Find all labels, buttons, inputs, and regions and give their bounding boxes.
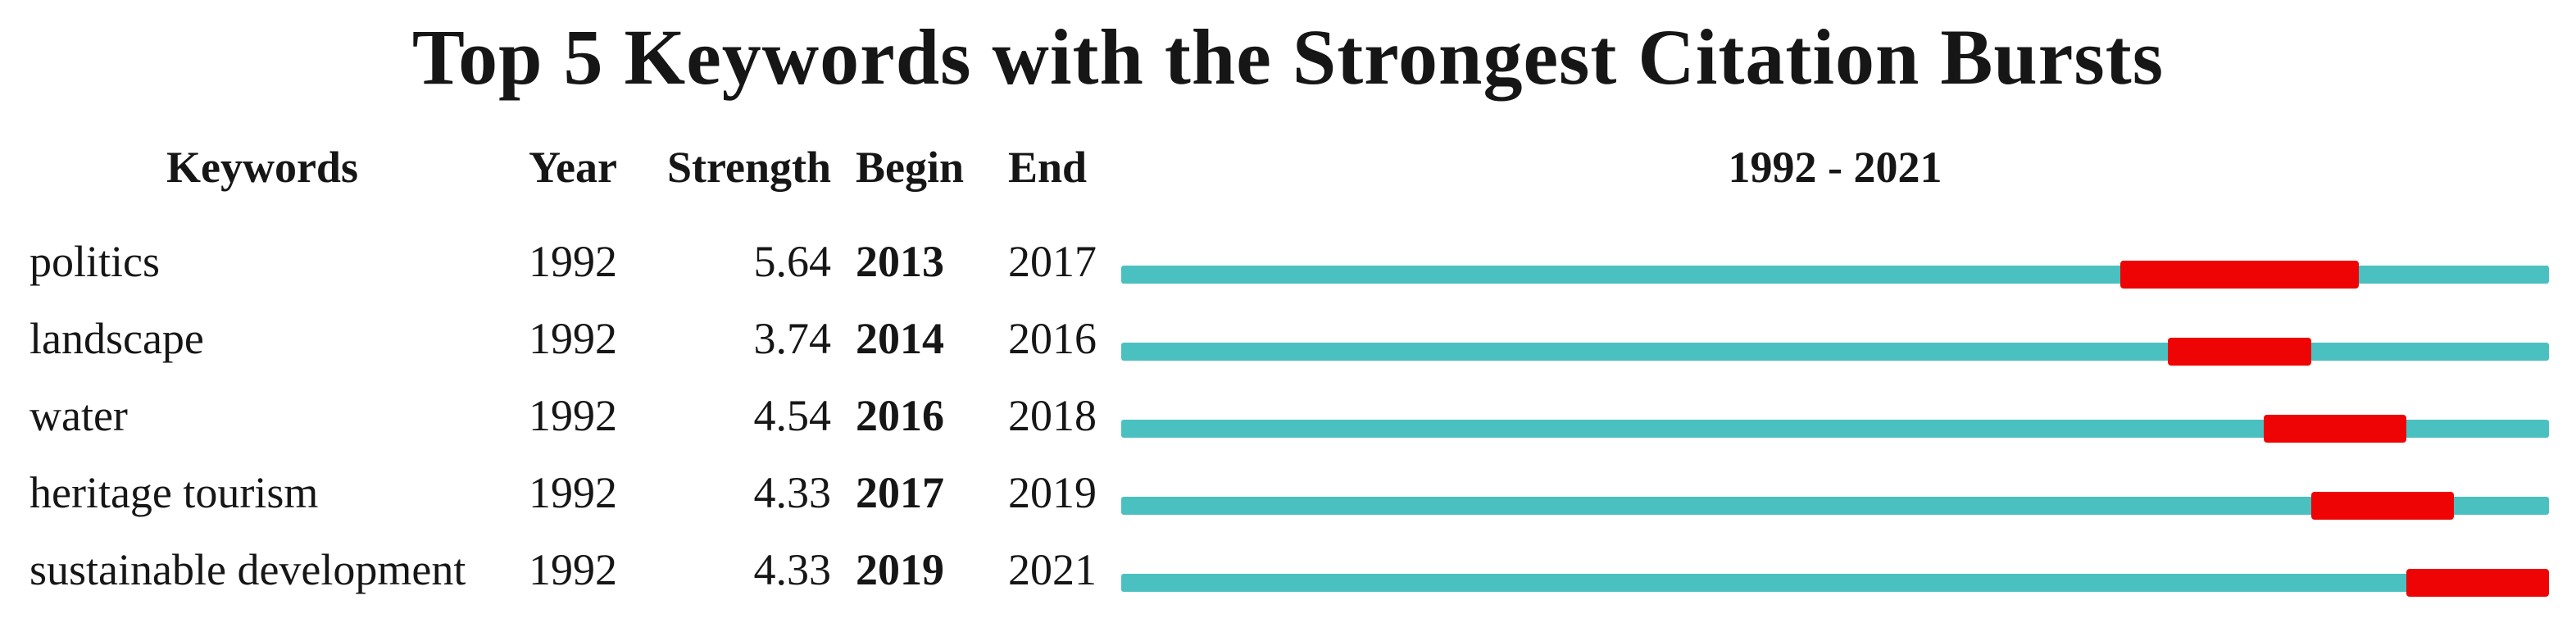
strength-cell: 5.64 bbox=[753, 237, 832, 286]
table-row: landscape 1992 3.74 2014 2016 bbox=[0, 313, 2576, 390]
end-year-cell: 2018 bbox=[1008, 391, 1097, 440]
year-cell: 1992 bbox=[529, 314, 617, 363]
begin-year-cell: 2016 bbox=[856, 391, 944, 440]
year-cell: 1992 bbox=[529, 391, 617, 440]
burst-bar bbox=[2120, 261, 2359, 289]
column-header-end: End bbox=[1008, 143, 1088, 192]
column-header-year: Year bbox=[529, 143, 617, 192]
strength-cell: 4.33 bbox=[753, 545, 832, 594]
timeline-line bbox=[1121, 343, 2549, 361]
strength-cell: 4.54 bbox=[753, 391, 832, 440]
burst-rows: politics 1992 5.64 2013 2017 landscape 1… bbox=[0, 236, 2576, 621]
timeline-line bbox=[1121, 497, 2549, 515]
year-cell: 1992 bbox=[529, 468, 617, 517]
burst-bar bbox=[2406, 569, 2549, 597]
table-row: heritage tourism 1992 4.33 2017 2019 bbox=[0, 467, 2576, 544]
keyword-cell: landscape bbox=[30, 314, 204, 363]
end-year-cell: 2017 bbox=[1008, 237, 1097, 286]
burst-bar bbox=[2168, 338, 2311, 366]
begin-year-cell: 2013 bbox=[856, 237, 944, 286]
year-cell: 1992 bbox=[529, 545, 617, 594]
begin-year-cell: 2014 bbox=[856, 314, 944, 363]
end-year-cell: 2016 bbox=[1008, 314, 1097, 363]
table-header-row: Keywords Year Strength Begin End 1992 - … bbox=[0, 138, 2576, 197]
chart-title: Top 5 Keywords with the Strongest Citati… bbox=[411, 13, 2165, 101]
table-row: sustainable development 1992 4.33 2019 2… bbox=[0, 544, 2576, 621]
column-header-begin: Begin bbox=[856, 143, 965, 192]
timeline-range-header: 1992 - 2021 bbox=[1728, 143, 1942, 192]
begin-year-cell: 2019 bbox=[856, 545, 944, 594]
keyword-cell: politics bbox=[30, 237, 160, 286]
strength-cell: 3.74 bbox=[753, 314, 832, 363]
begin-year-cell: 2017 bbox=[856, 468, 944, 517]
column-header-keywords: Keywords bbox=[166, 143, 358, 192]
table-row: water 1992 4.54 2016 2018 bbox=[0, 390, 2576, 467]
year-cell: 1992 bbox=[529, 237, 617, 286]
burst-bar bbox=[2263, 415, 2406, 443]
strength-cell: 4.33 bbox=[753, 468, 832, 517]
end-year-cell: 2021 bbox=[1008, 545, 1097, 594]
column-header-strength: Strength bbox=[666, 143, 831, 192]
keyword-cell: sustainable development bbox=[30, 545, 466, 594]
burst-bar bbox=[2310, 492, 2454, 520]
keyword-cell: water bbox=[30, 391, 128, 440]
table-row: politics 1992 5.64 2013 2017 bbox=[0, 236, 2576, 313]
timeline-line bbox=[1121, 420, 2549, 438]
keyword-cell: heritage tourism bbox=[30, 468, 319, 517]
end-year-cell: 2019 bbox=[1008, 468, 1097, 517]
timeline-line bbox=[1121, 574, 2549, 592]
